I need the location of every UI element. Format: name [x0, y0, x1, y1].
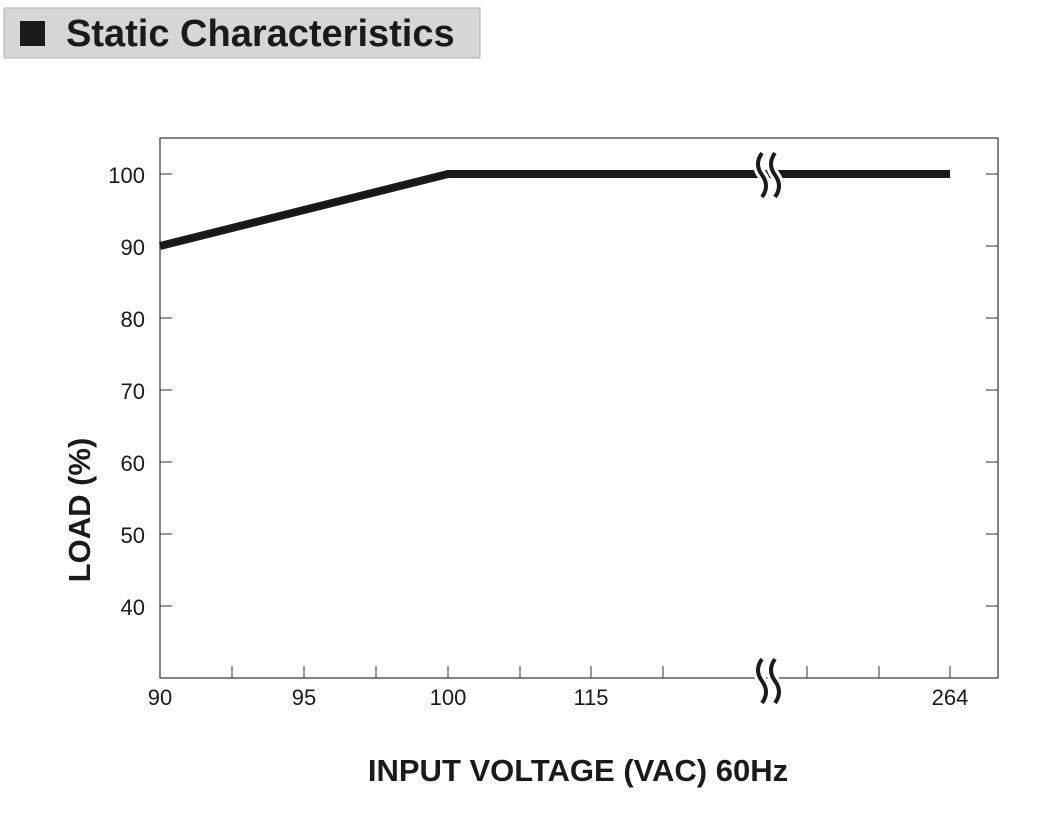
- y-tick-label: 80: [121, 307, 145, 332]
- y-tick-label: 50: [121, 523, 145, 548]
- x-tick-label: 90: [148, 685, 172, 710]
- title-bullet: [20, 21, 45, 46]
- y-tick-label: 100: [108, 163, 145, 188]
- series-line: [159, 170, 950, 250]
- axis-break: [769, 151, 781, 199]
- x-tick-label: 95: [292, 685, 316, 710]
- x-tick-label: 100: [430, 685, 467, 710]
- minor-ticks: [231, 666, 880, 678]
- axis-break: [756, 151, 768, 199]
- y-tick-label: 60: [121, 451, 145, 476]
- y-tick-label: 40: [121, 595, 145, 620]
- x-tick-label: 264: [932, 685, 969, 710]
- title-box: [3, 7, 481, 59]
- x-tick-label: 115: [573, 685, 608, 710]
- axis-break: [756, 657, 768, 705]
- axis-break: [769, 657, 781, 705]
- chart-title: Static Characteristics: [66, 13, 455, 55]
- y-tick-label: 70: [121, 379, 145, 404]
- y-tick-label: 90: [121, 235, 145, 260]
- x-axis-label: INPUT VOLTAGE (VAC) 60Hz: [368, 753, 788, 788]
- y-axis-label: LOAD (%): [62, 438, 97, 583]
- plot-frame: [159, 137, 999, 679]
